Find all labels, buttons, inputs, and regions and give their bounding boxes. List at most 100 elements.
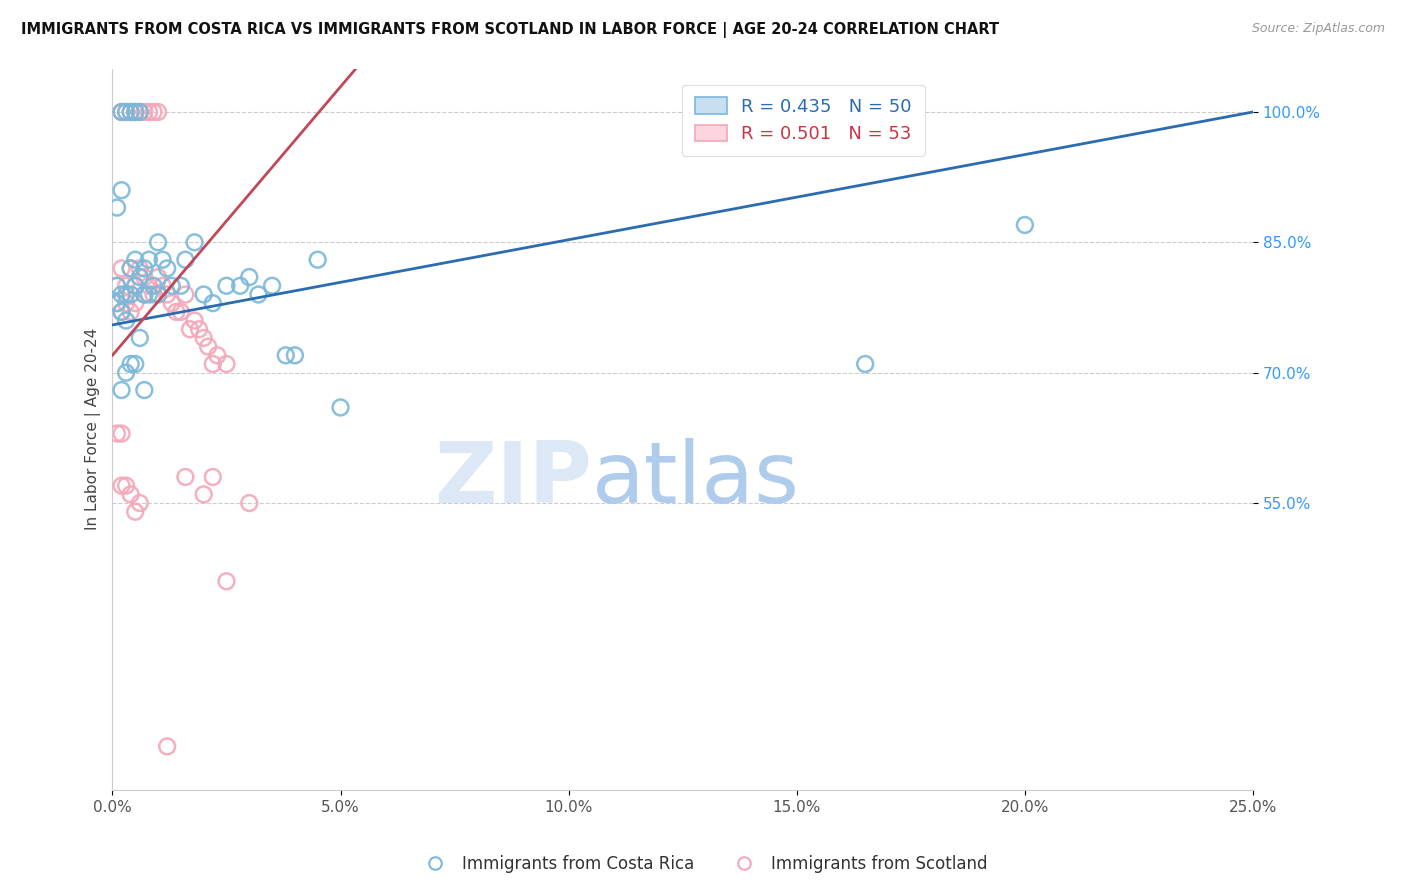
Point [160,296,183,310]
Point [329,401,352,415]
Point [853,357,876,371]
Text: IMMIGRANTS FROM COSTA RICA VS IMMIGRANTS FROM SCOTLAND IN LABOR FORCE | AGE 20-2: IMMIGRANTS FROM COSTA RICA VS IMMIGRANTS… [21,22,1000,38]
Point [105,201,128,215]
Point [124,105,146,120]
Point [115,478,138,492]
Legend: Immigrants from Costa Rica, Immigrants from Scotland: Immigrants from Costa Rica, Immigrants f… [412,848,994,880]
Point [207,348,229,362]
Point [120,105,142,120]
Point [124,105,146,120]
Point [128,105,150,120]
Point [120,105,142,120]
Point [179,322,201,336]
Point [238,496,260,510]
Point [110,105,132,120]
Point [193,487,215,501]
Point [142,105,165,120]
Point [1014,218,1036,232]
Point [229,278,252,293]
Point [120,287,142,301]
Point [110,105,132,120]
Point [105,426,128,441]
Point [152,252,174,267]
Y-axis label: In Labor Force | Age 20-24: In Labor Force | Age 20-24 [86,328,101,531]
Point [128,331,150,345]
Point [128,261,150,276]
Point [183,235,205,250]
Text: Source: ZipAtlas.com: Source: ZipAtlas.com [1251,22,1385,36]
Point [138,252,160,267]
Point [134,261,156,276]
Point [156,261,179,276]
Point [124,357,146,371]
Point [115,313,138,327]
Text: atlas: atlas [592,438,800,521]
Point [215,357,238,371]
Point [134,105,156,120]
Point [146,287,169,301]
Point [138,287,160,301]
Point [170,305,193,319]
Point [138,278,160,293]
Point [120,357,142,371]
Point [284,348,307,362]
Point [197,340,219,354]
Point [124,296,146,310]
Point [110,305,132,319]
Point [174,287,197,301]
Point [115,366,138,380]
Point [124,505,146,519]
Point [120,261,142,276]
Point [110,383,132,397]
Point [201,296,224,310]
Point [165,305,187,319]
Point [247,287,270,301]
Point [115,278,138,293]
Point [105,296,128,310]
Point [142,278,165,293]
Point [110,183,132,197]
Point [215,278,238,293]
Text: ZIP: ZIP [433,438,592,521]
Point [215,574,238,589]
Point [110,478,132,492]
Point [115,105,138,120]
Point [160,278,183,293]
Point [152,278,174,293]
Point [115,287,138,301]
Point [142,287,165,301]
Point [238,270,260,285]
Point [146,105,169,120]
Point [124,278,146,293]
Point [146,235,169,250]
Point [128,496,150,510]
Point [128,270,150,285]
Point [193,287,215,301]
Point [174,470,197,484]
Point [188,322,211,336]
Point [146,270,169,285]
Point [105,296,128,310]
Point [124,105,146,120]
Point [110,426,132,441]
Point [134,270,156,285]
Point [120,261,142,276]
Point [193,331,215,345]
Point [183,313,205,327]
Point [138,105,160,120]
Point [156,739,179,754]
Point [156,287,179,301]
Point [170,278,193,293]
Point [128,105,150,120]
Point [174,252,197,267]
Legend: R = 0.435   N = 50, R = 0.501   N = 53: R = 0.435 N = 50, R = 0.501 N = 53 [682,85,925,155]
Point [274,348,297,362]
Point [134,383,156,397]
Point [110,261,132,276]
Point [307,252,329,267]
Point [134,287,156,301]
Point [201,470,224,484]
Point [262,278,284,293]
Point [134,287,156,301]
Point [110,287,132,301]
